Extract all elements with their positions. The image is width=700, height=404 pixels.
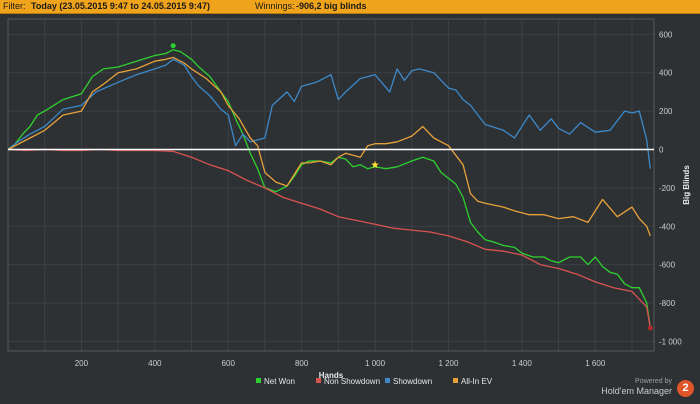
legend-label: Showdown <box>393 377 432 386</box>
brand-name: Hold'em Manager <box>601 386 672 396</box>
end-marker-icon <box>647 325 653 331</box>
series-line-net-won <box>7 49 651 329</box>
filter-bar: Filter: Today (23.05.2015 9:47 to 24.05.… <box>0 0 700 14</box>
y-axis-label: Big Blinds <box>682 165 691 205</box>
y-tick-label: -1 000 <box>659 337 682 346</box>
legend-swatch <box>385 378 390 383</box>
y-tick-label: -600 <box>659 261 676 270</box>
x-tick-label: 400 <box>148 359 162 368</box>
legend-swatch <box>256 378 261 383</box>
x-tick-label: 600 <box>222 359 236 368</box>
legend-item: Net Won <box>256 377 295 386</box>
y-tick-label: 600 <box>659 30 673 39</box>
x-axis-label: Hands <box>319 371 344 380</box>
y-tick-label: -200 <box>659 184 676 193</box>
series-line-non-showdown <box>7 148 651 329</box>
winnings-chart: 200 400 600 800 1 000 1 200 1 400 1 600 600 400 20… <box>7 18 691 386</box>
x-tick-label: 1 600 <box>585 359 606 368</box>
legend-swatch <box>316 378 321 383</box>
grid <box>7 18 655 352</box>
series-lines <box>7 49 654 329</box>
series-line-showdown <box>7 58 651 169</box>
legend-label: Net Won <box>264 377 295 386</box>
x-tick-label: 1 000 <box>365 359 386 368</box>
x-tick-label: 800 <box>295 359 309 368</box>
legend-label: All-In EV <box>461 377 493 386</box>
series-line-all-in-ev <box>7 56 651 237</box>
y-tick-label: 0 <box>659 145 664 154</box>
legend-item: All-In EV <box>453 377 493 386</box>
legend-label: Non Showdown <box>324 377 380 386</box>
filter-prefix: Filter: <box>3 1 26 11</box>
x-tick-label: 1 400 <box>512 359 533 368</box>
y-tick-label: -400 <box>659 222 676 231</box>
x-tick-label: 1 200 <box>438 359 459 368</box>
powered-by: Powered by <box>635 378 672 385</box>
y-tick-label: 200 <box>659 107 673 116</box>
x-tick-label: 200 <box>75 359 89 368</box>
y-tick-label: 400 <box>659 69 673 78</box>
branding: Powered by Hold'em Manager 2 <box>601 378 694 400</box>
legend-swatch <box>453 378 458 383</box>
plot-frame <box>7 18 655 352</box>
filter-range[interactable]: Today (23.05.2015 9:47 to 24.05.2015 9:4… <box>31 1 210 11</box>
legend: Net Won Non Showdown Showdown All-In EV <box>256 377 493 386</box>
winnings-label: Winnings: <box>255 1 295 11</box>
peak-marker-icon <box>170 43 176 49</box>
y-tick-label: -800 <box>659 299 676 308</box>
star-marker-icon <box>371 160 379 169</box>
chart-markers <box>170 43 653 331</box>
legend-item: Showdown <box>385 377 432 386</box>
winnings-value: -906,2 big blinds <box>296 1 367 11</box>
legend-item: Non Showdown <box>316 377 380 386</box>
axis-labels: 200 400 600 800 1 000 1 200 1 400 1 600 600 400 20… <box>75 30 691 380</box>
hem-logo-icon: 2 <box>677 380 694 397</box>
